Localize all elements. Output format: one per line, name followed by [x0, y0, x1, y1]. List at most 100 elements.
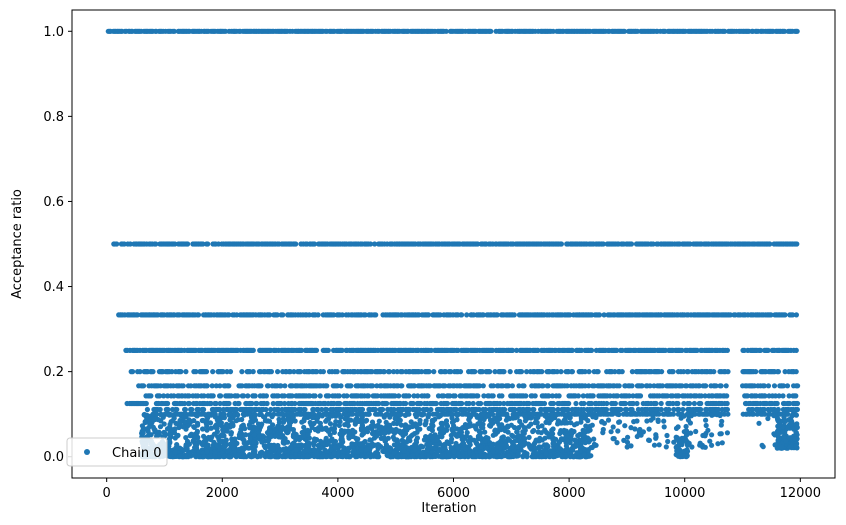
data-point — [226, 447, 232, 453]
data-point — [338, 442, 344, 448]
data-point — [794, 406, 801, 413]
data-point — [455, 444, 461, 451]
data-point — [228, 430, 234, 436]
data-point — [475, 241, 481, 247]
data-point — [511, 312, 517, 318]
data-point — [794, 400, 801, 407]
data-point — [782, 28, 788, 34]
data-point — [226, 312, 232, 318]
data-point — [344, 420, 350, 426]
data-point — [362, 312, 368, 318]
data-point — [718, 383, 724, 389]
data-point — [753, 369, 759, 375]
data-point — [604, 400, 610, 407]
data-point — [566, 400, 572, 407]
data-point — [616, 383, 622, 389]
data-point — [145, 428, 151, 434]
data-point — [436, 448, 442, 454]
data-point — [428, 406, 434, 413]
data-point — [376, 418, 382, 424]
data-point — [698, 400, 704, 407]
data-point — [184, 438, 191, 444]
data-point — [215, 434, 221, 440]
data-point — [258, 383, 264, 389]
data-point — [389, 427, 396, 433]
data-point — [304, 447, 311, 453]
data-point — [259, 421, 265, 427]
data-point — [279, 424, 285, 430]
data-point — [454, 412, 461, 418]
data-point — [250, 369, 256, 375]
data-point — [338, 383, 344, 389]
data-point — [448, 439, 454, 445]
data-point — [418, 443, 424, 449]
data-point — [204, 448, 210, 455]
data-point — [200, 439, 206, 446]
data-point — [396, 412, 402, 418]
data-point — [200, 241, 206, 247]
data-point — [210, 393, 216, 399]
data-point — [127, 241, 133, 247]
data-point — [157, 424, 164, 430]
data-point — [428, 347, 434, 353]
data-point — [215, 417, 222, 423]
data-point — [359, 432, 365, 438]
data-point — [256, 433, 262, 439]
data-point — [316, 425, 322, 431]
data-point — [207, 453, 213, 460]
data-point — [614, 347, 620, 353]
data-point — [331, 312, 337, 318]
data-point — [490, 393, 496, 399]
data-point — [201, 454, 207, 460]
data-point — [263, 406, 269, 413]
data-point — [226, 383, 232, 389]
data-point — [293, 447, 299, 453]
data-point — [152, 416, 158, 422]
data-point — [141, 411, 147, 418]
data-point — [185, 423, 191, 429]
data-point — [444, 400, 451, 407]
data-point — [368, 454, 374, 460]
data-point — [339, 436, 345, 442]
data-point — [575, 393, 582, 399]
data-point — [629, 383, 635, 389]
data-point — [213, 442, 219, 448]
data-point — [317, 393, 323, 399]
data-point — [214, 425, 220, 431]
data-point — [423, 420, 429, 426]
data-point — [282, 383, 288, 389]
data-point — [618, 406, 624, 413]
data-point — [299, 419, 305, 425]
data-point — [333, 419, 339, 425]
data-point — [331, 428, 337, 434]
data-point — [300, 433, 307, 439]
data-point — [414, 435, 420, 441]
data-point — [596, 312, 603, 318]
data-point — [313, 452, 320, 458]
data-point — [487, 369, 493, 375]
data-point — [151, 426, 157, 432]
data-point — [324, 453, 330, 459]
data-point — [727, 312, 734, 318]
data-point — [569, 369, 576, 375]
data-point — [329, 413, 335, 419]
data-point — [222, 28, 229, 34]
data-point — [348, 383, 354, 389]
data-point — [229, 439, 235, 445]
data-point — [305, 414, 311, 420]
data-point — [291, 369, 297, 375]
data-point — [412, 447, 418, 453]
data-point — [595, 369, 601, 375]
data-point — [269, 453, 275, 459]
data-point — [157, 406, 163, 413]
data-point — [725, 369, 731, 375]
data-point — [140, 430, 146, 436]
data-point — [245, 393, 251, 399]
data-point — [509, 347, 516, 353]
data-point — [354, 436, 360, 443]
data-point — [284, 425, 290, 431]
data-point — [426, 369, 432, 375]
data-point — [250, 453, 256, 459]
data-point — [425, 393, 431, 399]
data-point — [383, 419, 389, 425]
